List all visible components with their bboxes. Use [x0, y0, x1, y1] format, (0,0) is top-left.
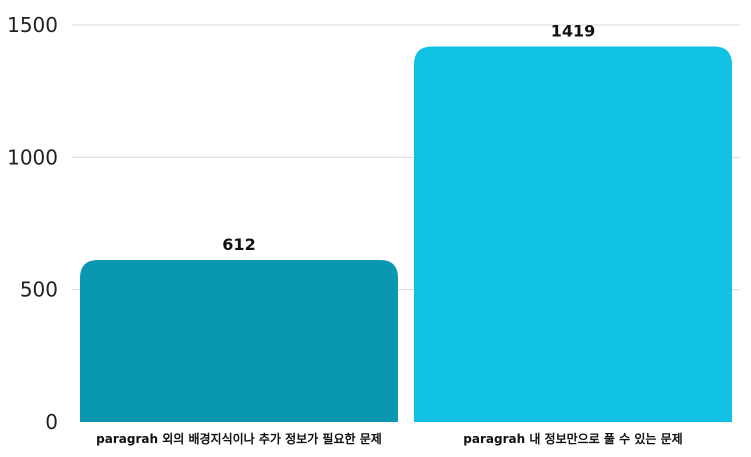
y-tick-label: 500	[20, 278, 58, 302]
data-labels: 612 1419	[222, 21, 595, 254]
bar	[80, 260, 398, 422]
x-category-label: paragrah 외의 배경지식이나 추가 정보가 필요한 문제	[96, 431, 382, 446]
data-label: 1419	[551, 21, 596, 40]
x-axis-labels: paragrah 외의 배경지식이나 추가 정보가 필요한 문제 paragrah…	[96, 431, 683, 446]
bar	[414, 46, 732, 423]
y-tick-label: 0	[45, 410, 58, 434]
y-axis-ticks: 0 500 1000 1500	[7, 13, 58, 434]
x-category-label: paragrah 내 정보만으로 풀 수 있는 문제	[463, 431, 682, 446]
y-tick-label: 1500	[7, 13, 58, 37]
bars	[80, 46, 732, 423]
data-label: 612	[222, 235, 255, 254]
y-tick-label: 1000	[7, 145, 58, 169]
